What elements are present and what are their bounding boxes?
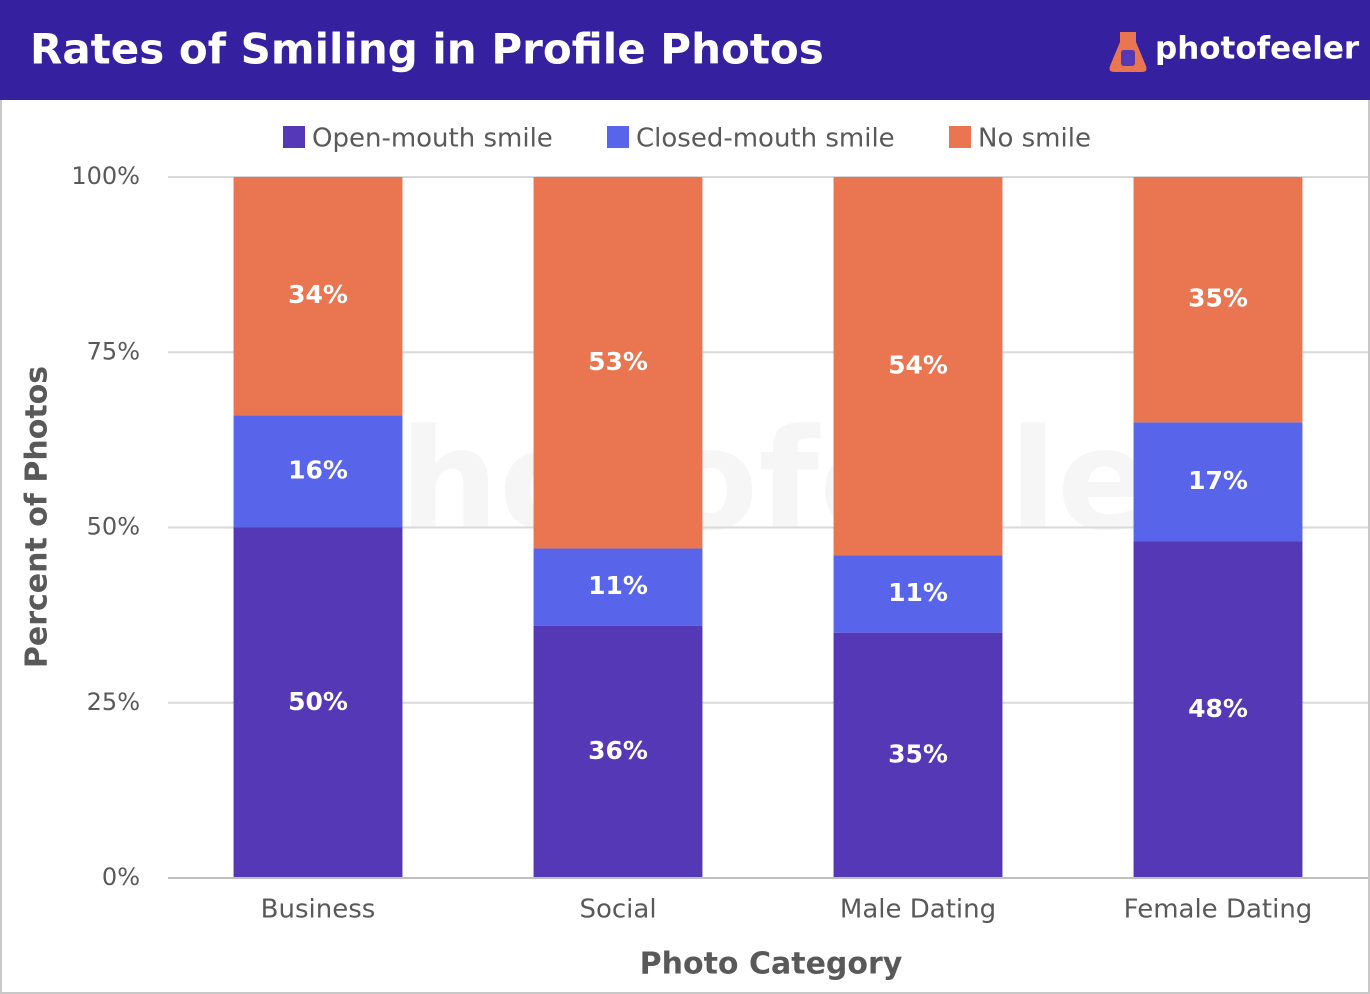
value-label: 11% [588, 571, 648, 600]
bar-segment [533, 548, 703, 626]
value-label: 34% [288, 280, 348, 309]
value-label: 17% [1188, 466, 1248, 495]
y-tick-label: 75% [87, 337, 140, 365]
y-axis-label: Percent of Photos [20, 366, 55, 668]
bar-segment [833, 555, 1003, 633]
bar-segment [533, 177, 703, 549]
bar-segment [833, 632, 1003, 878]
value-label: 53% [588, 347, 648, 376]
x-axis-label: Photo Category [640, 947, 903, 982]
legend-swatch [949, 126, 971, 148]
value-label: 11% [888, 578, 948, 607]
y-tick-label: 100% [71, 162, 140, 190]
x-tick-label: Business [261, 895, 376, 925]
x-tick-label: Social [579, 895, 656, 925]
header-band [0, 0, 1370, 100]
bar-segment [533, 625, 703, 878]
bar-segment [833, 177, 1003, 556]
y-tick-label: 50% [87, 513, 140, 541]
value-label: 35% [1188, 284, 1248, 313]
brand-icon [1109, 32, 1147, 72]
brand: photofeeler [1155, 31, 1360, 67]
x-tick-label: Male Dating [840, 895, 996, 925]
y-tick-label: 25% [87, 688, 140, 716]
chart-title: Rates of Smiling in Profile Photos [30, 25, 824, 74]
y-tick-label: 0% [102, 863, 140, 891]
legend-swatch [283, 126, 305, 148]
bar-segment [233, 177, 403, 416]
bar-segment [233, 527, 403, 878]
legend-swatch [607, 126, 629, 148]
legend-label: Closed-mouth smile [636, 124, 895, 154]
value-label: 16% [288, 455, 348, 484]
value-label: 50% [288, 687, 348, 716]
watermark: photofeeler [299, 400, 1221, 563]
legend-label: No smile [978, 124, 1091, 154]
bar-segment [1133, 422, 1303, 542]
value-label: 54% [888, 350, 948, 379]
legend-label: Open-mouth smile [312, 124, 553, 154]
bar-segment [233, 415, 403, 528]
bar-segment [1133, 541, 1303, 878]
value-label: 36% [588, 736, 648, 765]
x-tick-label: Female Dating [1124, 895, 1313, 925]
value-label: 48% [1188, 694, 1248, 723]
bar-segment [1133, 177, 1303, 423]
value-label: 35% [888, 739, 948, 768]
